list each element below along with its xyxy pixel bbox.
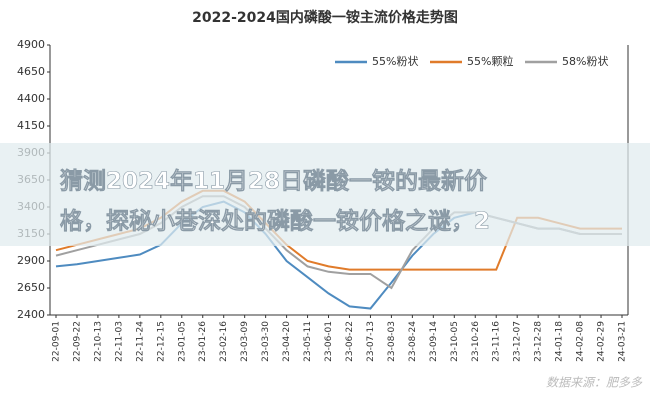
x-tick-label: 24-03-21 [618, 321, 628, 362]
x-tick-label: 23-02-16 [219, 321, 229, 362]
x-tick-label: 23-05-11 [303, 321, 313, 362]
x-tick-label: 23-07-13 [366, 321, 376, 362]
legend-label: 58%粉状 [562, 54, 608, 68]
x-tick-label: 23-06-22 [345, 321, 355, 362]
y-tick-label: 2900 [17, 254, 45, 267]
x-tick-label: 22-11-24 [135, 321, 145, 362]
x-tick-label: 23-04-20 [282, 321, 292, 362]
headline-line: 格，探秘小巷深处的磷酸一铵价格之谜，2 [60, 208, 490, 235]
source-note: 数据来源：肥多多 [546, 376, 643, 390]
x-tick-label: 23-11-16 [492, 321, 502, 362]
x-tick-label: 22-09-01 [52, 321, 62, 362]
x-tick-label: 22-10-13 [93, 321, 103, 362]
x-tick-label: 23-06-01 [324, 321, 334, 362]
x-tick-label: 23-08-24 [408, 321, 418, 362]
x-tick-label: 23-08-03 [387, 321, 397, 362]
y-tick-label: 4400 [17, 92, 45, 105]
x-tick-label: 22-11-03 [114, 321, 124, 362]
y-tick-label: 4650 [17, 65, 45, 78]
x-tick-label: 22-12-15 [156, 321, 166, 362]
x-tick-label: 23-12-28 [534, 321, 544, 362]
legend-label: 55%粉状 [372, 54, 418, 68]
y-tick-label: 4150 [17, 119, 45, 132]
overlay-banner [0, 143, 650, 246]
x-tick-label: 23-10-26 [471, 321, 481, 362]
x-tick-label: 23-01-26 [198, 321, 208, 362]
x-tick-label: 23-01-05 [177, 321, 187, 362]
headline-line: 猜测2024年11月28日磷酸一铵的最新价 [59, 168, 488, 195]
legend-label: 55%颗粒 [467, 54, 513, 68]
x-tick-label: 24-01-18 [555, 321, 565, 362]
x-tick-label: 23-10-05 [450, 321, 460, 362]
x-tick-label: 23-09-14 [429, 321, 439, 362]
x-tick-label: 23-12-07 [513, 321, 523, 362]
chart-title: 2022-2024国内磷酸一铵主流价格走势图 [192, 9, 458, 26]
y-tick-label: 4900 [17, 38, 45, 51]
y-tick-label: 2400 [17, 308, 45, 321]
x-tick-label: 23-03-09 [240, 321, 250, 362]
x-tick-label: 22-09-22 [72, 321, 82, 362]
x-tick-label: 23-03-30 [261, 321, 271, 362]
x-tick-label: 24-02-08 [576, 321, 586, 362]
y-tick-label: 2650 [17, 281, 45, 294]
x-tick-label: 24-02-29 [597, 321, 607, 362]
